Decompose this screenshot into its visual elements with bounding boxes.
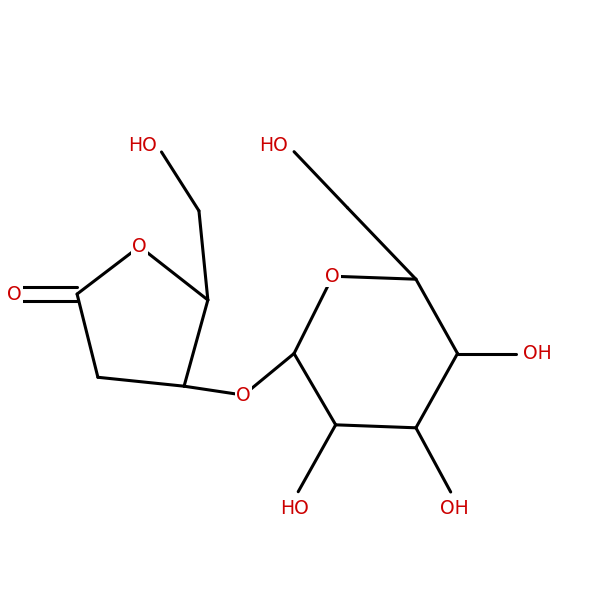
Text: O: O xyxy=(7,284,22,304)
Text: HO: HO xyxy=(128,136,157,155)
Text: O: O xyxy=(325,267,340,286)
Text: HO: HO xyxy=(259,136,288,155)
Text: HO: HO xyxy=(128,136,157,155)
Text: OH: OH xyxy=(440,499,469,518)
Text: O: O xyxy=(132,237,147,256)
Text: OH: OH xyxy=(523,344,551,363)
Text: O: O xyxy=(236,386,251,404)
Text: HO: HO xyxy=(280,499,308,518)
Text: HO: HO xyxy=(259,136,288,155)
